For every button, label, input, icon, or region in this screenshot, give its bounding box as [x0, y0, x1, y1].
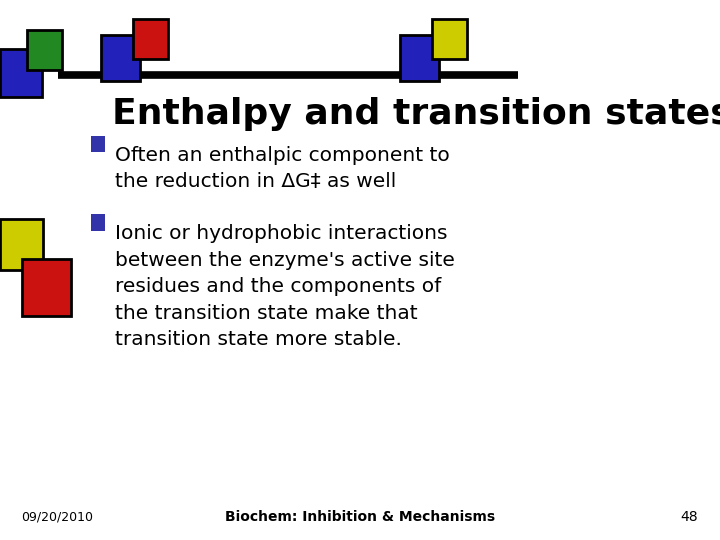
Bar	[101, 35, 140, 81]
Bar	[91, 136, 105, 152]
Text: Often an enthalpic component to
the reduction in ΔG‡ as well: Often an enthalpic component to the redu…	[115, 146, 450, 191]
Text: 09/20/2010: 09/20/2010	[22, 511, 94, 524]
Text: Enthalpy and transition states: Enthalpy and transition states	[112, 97, 720, 131]
Bar	[0, 49, 42, 97]
Bar	[22, 259, 71, 316]
Bar	[133, 19, 168, 59]
Bar	[432, 19, 467, 59]
Text: Ionic or hydrophobic interactions
between the enzyme's active site
residues and : Ionic or hydrophobic interactions betwee…	[115, 224, 455, 349]
Bar	[0, 219, 43, 270]
Bar	[91, 214, 105, 231]
Bar	[400, 35, 439, 81]
Text: Biochem: Inhibition & Mechanisms: Biochem: Inhibition & Mechanisms	[225, 510, 495, 524]
Text: 48: 48	[681, 510, 698, 524]
Bar	[27, 30, 62, 70]
